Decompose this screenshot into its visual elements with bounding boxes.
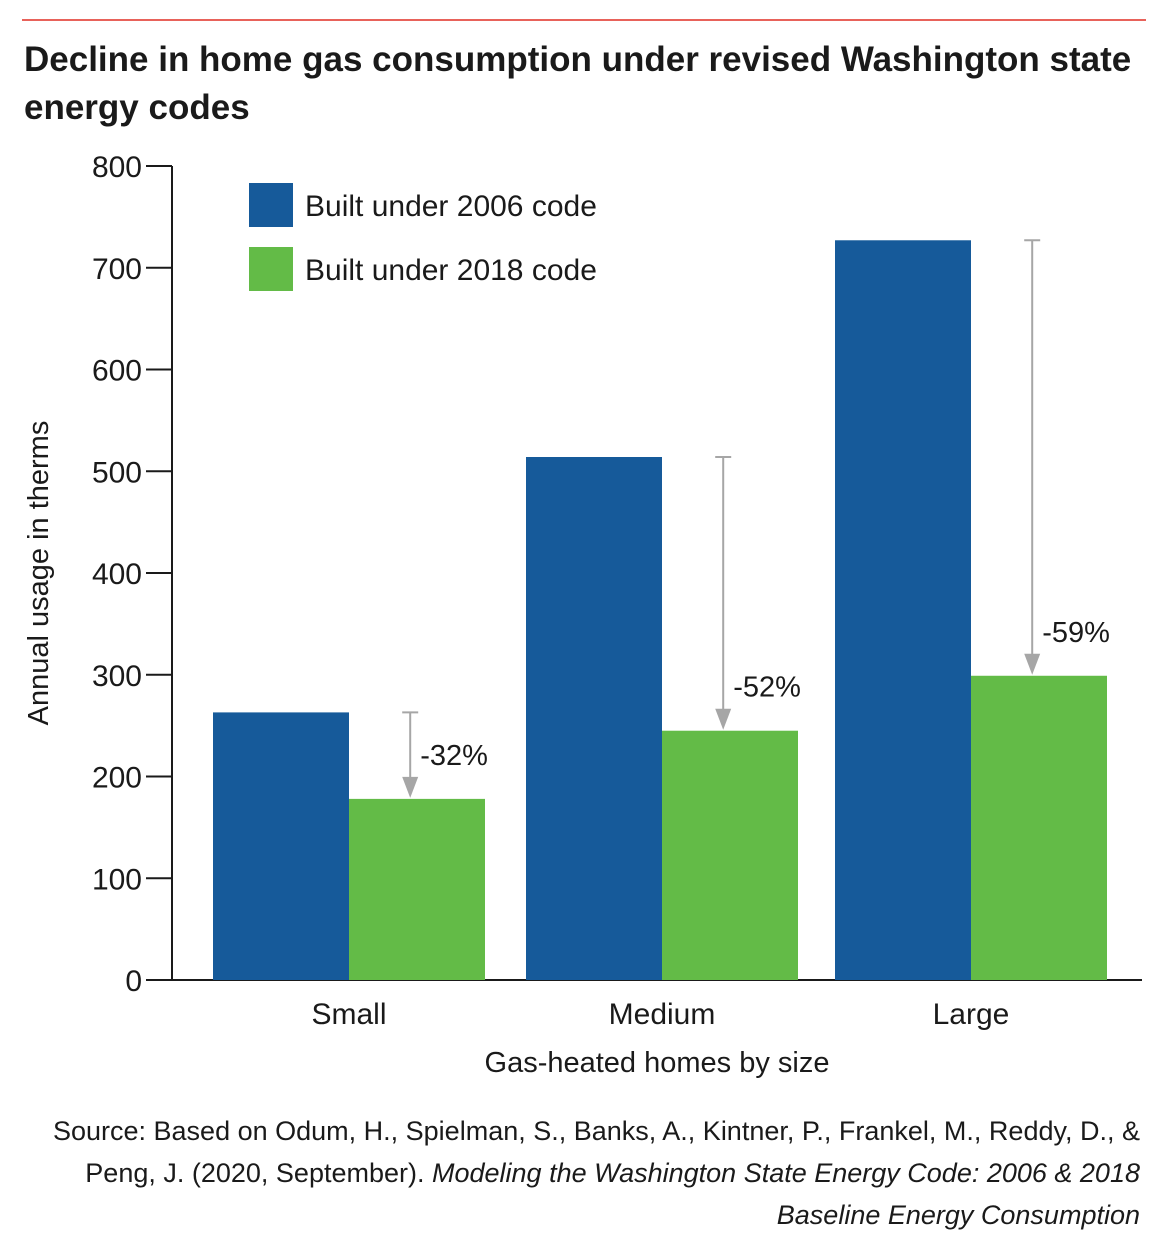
y-axis-title: Annual usage in therms <box>23 421 55 726</box>
y-tick-label: 500 <box>92 456 142 489</box>
bar-2006-medium <box>526 457 662 980</box>
bar-2006-small <box>213 712 349 980</box>
arrow-head <box>715 708 732 730</box>
bar-2006-large <box>835 240 971 981</box>
legend-swatch-2006 <box>249 183 293 227</box>
source-text: Source: Based on Odum, H., Spielman, S.,… <box>52 1116 1140 1188</box>
source-note: Source: Based on Odum, H., Spielman, S.,… <box>30 1110 1140 1236</box>
top-rule <box>22 19 1146 21</box>
bar-2018-medium <box>662 730 798 980</box>
bar-2018-small <box>349 798 485 980</box>
y-tick-label: 0 <box>125 965 142 998</box>
reduction-label: -32% <box>420 740 488 772</box>
arrow-head <box>1024 653 1041 675</box>
legend-label: Built under 2018 code <box>305 254 597 287</box>
y-tick-label: 200 <box>92 762 142 795</box>
bar-2018-large <box>971 675 1107 980</box>
x-tick-label: Medium <box>609 998 716 1031</box>
legend-swatch-2018 <box>249 247 293 291</box>
legend-label: Built under 2006 code <box>305 190 597 223</box>
x-axis-title: Gas-heated homes by size <box>485 1047 830 1079</box>
y-tick-label: 400 <box>92 558 142 591</box>
x-tick-label: Large <box>933 998 1010 1031</box>
y-tick-label: 600 <box>92 355 142 388</box>
x-tick-label: Small <box>311 998 386 1031</box>
source-citation: Modeling the Washington State Energy Cod… <box>432 1158 1140 1230</box>
y-tick-label: 100 <box>92 863 142 896</box>
y-tick-label: 300 <box>92 660 142 693</box>
reduction-label: -52% <box>733 672 801 704</box>
y-tick-label: 700 <box>92 253 142 286</box>
y-tick-label: 800 <box>92 151 142 184</box>
reduction-label: -59% <box>1042 617 1110 649</box>
bar-chart: 0 100 200 300 400 500 600 700 800 Annual usage in… <box>23 151 1142 1079</box>
arrow-head <box>402 776 419 798</box>
chart-title: Decline in home gas consumption under re… <box>24 40 1132 127</box>
